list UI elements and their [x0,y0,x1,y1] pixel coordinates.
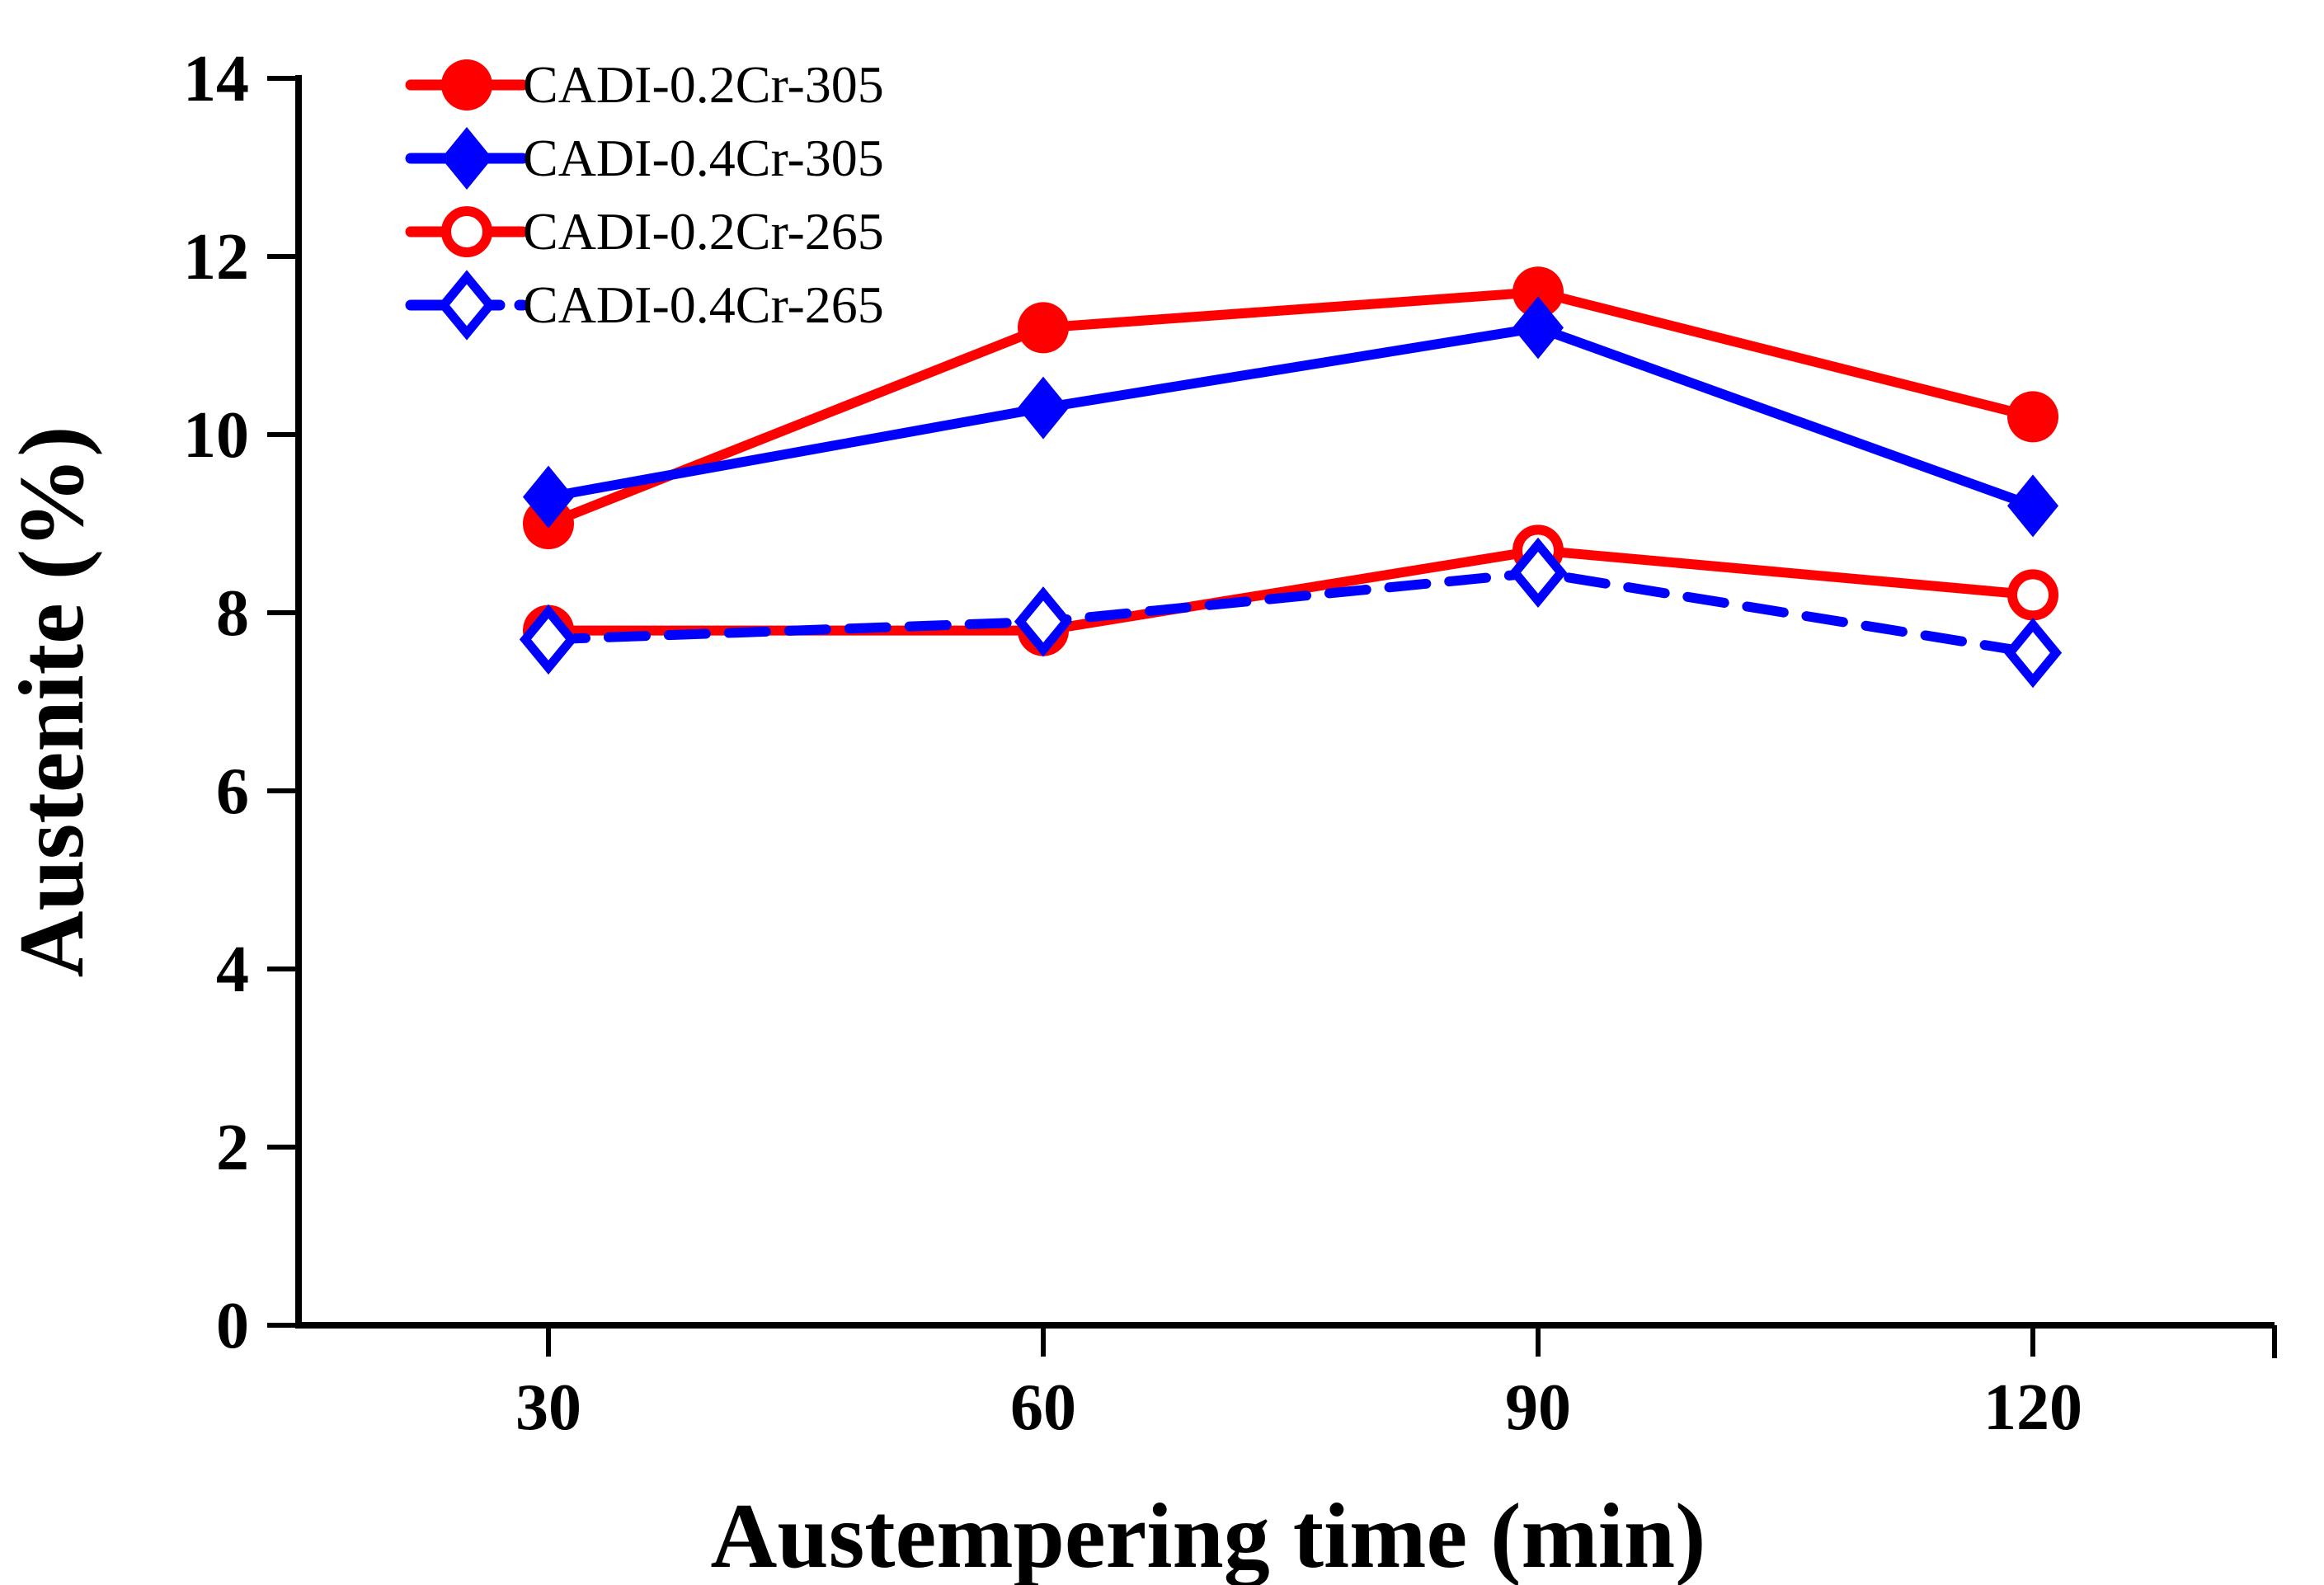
legend-marker-3 [405,270,529,341]
x-tick-label: 90 [1505,1371,1571,1444]
legend-marker-2 [405,206,529,257]
x-tick-label: 120 [1983,1371,2082,1444]
x-axis-title: Austempering time (min) [711,1485,1706,1585]
diamond-filled-marker [1512,296,1564,360]
x-tick-labels: 30 60 90 120 [515,1371,2082,1444]
x-tick-label: 30 [515,1371,581,1444]
tick-marks [267,76,2035,1357]
x-tick-label: 60 [1010,1371,1076,1444]
series-CADI-0.2Cr-305 [543,287,2038,529]
y-tick-label: 4 [216,934,249,1006]
diamond-filled-marker [523,465,574,529]
diamond-filled-marker [1018,376,1069,440]
circle-filled-marker [2007,391,2058,443]
circle-filled-marker [1018,302,1069,354]
diamond-open-marker [1508,537,1568,609]
circle-open-marker [441,206,492,257]
circle-filled-marker [441,59,492,111]
legend: CADI-0.2Cr-305 CADI-0.4Cr-305 CADI-0.2Cr… [405,55,884,341]
legend-label-0: CADI-0.2Cr-305 [523,55,884,114]
legend-label-3: CADI-0.4Cr-265 [523,275,884,334]
legend-marker-1 [405,127,529,190]
y-tick-label: 8 [216,577,249,650]
y-tick-label: 0 [216,1290,249,1362]
legend-label-1: CADI-0.4Cr-305 [523,129,884,187]
diamond-open-marker [519,604,578,675]
series-CADI-0.4Cr-265 [543,567,2038,658]
y-tick-label: 12 [183,221,249,294]
circle-filled-marker [1512,266,1564,318]
legend-marker-0 [405,59,529,111]
series-CADI-0.4Cr-305 [543,322,2038,511]
diamond-filled-marker [441,127,492,190]
y-tick-label: 2 [216,1112,249,1184]
legend-label-2: CADI-0.2Cr-265 [523,202,884,261]
series-layer [519,266,2063,689]
y-tick-label: 6 [216,755,249,828]
series-line [543,322,2038,511]
diamond-open-marker [2003,617,2063,689]
diamond-open-marker [437,270,496,341]
diamond-open-marker [1014,586,1073,657]
series-markers-CADI-0.4Cr-265 [519,537,2063,689]
y-tick-labels: 14 12 10 8 6 4 2 0 [183,43,249,1362]
y-axis-title: Austenite (%) [1,426,103,978]
series-line [543,287,2038,529]
series-line [543,567,2038,658]
y-tick-label: 10 [183,399,249,472]
diamond-filled-marker [2007,474,2058,538]
y-tick-label: 14 [183,43,249,115]
circle-open-marker [2007,569,2058,621]
series-markers-CADI-0.4Cr-305 [523,296,2058,538]
